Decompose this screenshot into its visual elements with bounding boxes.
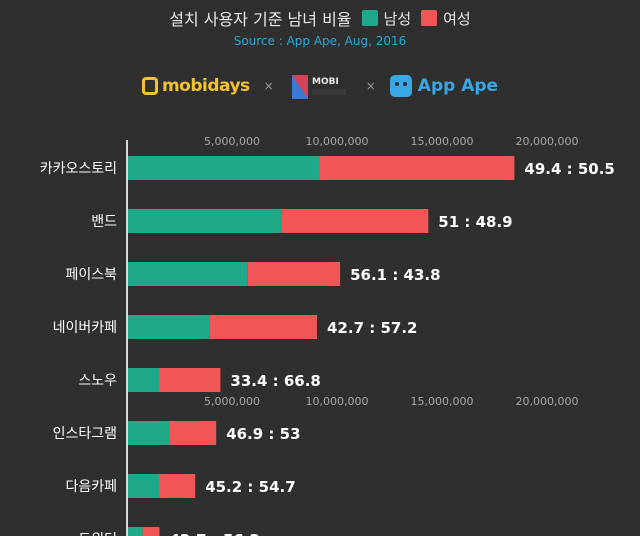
category-label: 스노우 [78, 373, 117, 389]
mobidays-logo-text: mobidays [161, 76, 250, 96]
logo-separator-2: × [365, 79, 376, 93]
source-note: Source : App Ape, Aug, 2016 [233, 34, 407, 48]
ratio-label: 56.1 : 43.8 [350, 266, 440, 284]
bar-female [159, 474, 196, 498]
legend-label-female: 여성 [443, 9, 471, 28]
ratio-label: 45.2 : 54.7 [205, 478, 295, 496]
bar-male [128, 368, 160, 392]
legend-item-female: 여성 [421, 8, 471, 29]
ratio-label: 33.4 : 66.8 [230, 372, 320, 390]
chart-header: 설치 사용자 기준 남녀 비율 남성 여성 Source : App Ape, … [0, 0, 640, 130]
bar-female [209, 315, 317, 339]
x-tick-label: 5,000,000 [204, 135, 260, 148]
bar-male [128, 421, 170, 445]
x-tick-label: 20,000,000 [516, 135, 579, 148]
ratio-label: 49.4 : 50.5 [524, 160, 614, 178]
bar-male [128, 527, 143, 536]
category-label: 트위터 [78, 532, 117, 536]
chart-title: 설치 사용자 기준 남녀 비율 [169, 10, 352, 29]
category-label: 페이스북 [65, 267, 117, 283]
mobi-logo: MOBI [287, 71, 352, 101]
bar-male [128, 315, 210, 339]
mobidays-mark-icon [141, 77, 158, 95]
bar-female [247, 262, 341, 286]
bar-male [128, 156, 320, 180]
mobi-logo-text: MOBI [312, 77, 339, 87]
category-label: 다음카페 [65, 479, 117, 495]
bar-female [159, 368, 221, 392]
x-tick-label: 15,000,000 [411, 395, 474, 408]
bar-male [128, 474, 160, 498]
ratio-label: 46.9 : 53 [226, 425, 300, 443]
category-label: 밴드 [91, 214, 117, 230]
x-tick-label: 10,000,000 [306, 395, 369, 408]
title-row: 설치 사용자 기준 남녀 비율 남성 여성 [0, 6, 640, 30]
bar-female [319, 156, 515, 180]
ratio-label: 42.7 : 57.2 [327, 319, 417, 337]
bar-female [142, 527, 160, 536]
mobi-logo-graphic: MOBI [291, 75, 346, 99]
x-tick-label: 15,000,000 [411, 135, 474, 148]
appape-logo: App Ape [389, 75, 499, 97]
category-label: 카카오스토리 [40, 161, 117, 177]
x-tick-label: 5,000,000 [204, 395, 260, 408]
bar-female [170, 421, 217, 445]
logo-separator: × [263, 79, 274, 93]
x-tick-label: 10,000,000 [306, 135, 369, 148]
ratio-label: 42.7 : 56.2 [170, 531, 260, 536]
legend-swatch-male [361, 10, 378, 26]
bar-male [128, 262, 248, 286]
appape-face-icon [389, 75, 412, 97]
category-label: 인스타그램 [53, 426, 117, 442]
bar-male [128, 209, 282, 233]
legend-swatch-female [421, 10, 438, 26]
appape-logo-text: App Ape [417, 76, 499, 96]
legend-item-male: 남성 [361, 8, 412, 29]
partner-logos: mobidays × MOBI × App Ape [0, 68, 640, 104]
category-label: 네이버카페 [53, 320, 117, 336]
bar-female [281, 209, 429, 233]
ratio-label: 51 : 48.9 [438, 213, 512, 231]
x-tick-label: 20,000,000 [516, 395, 579, 408]
legend-label-male: 남성 [383, 9, 412, 28]
mobidays-logo: mobidays [141, 76, 250, 96]
